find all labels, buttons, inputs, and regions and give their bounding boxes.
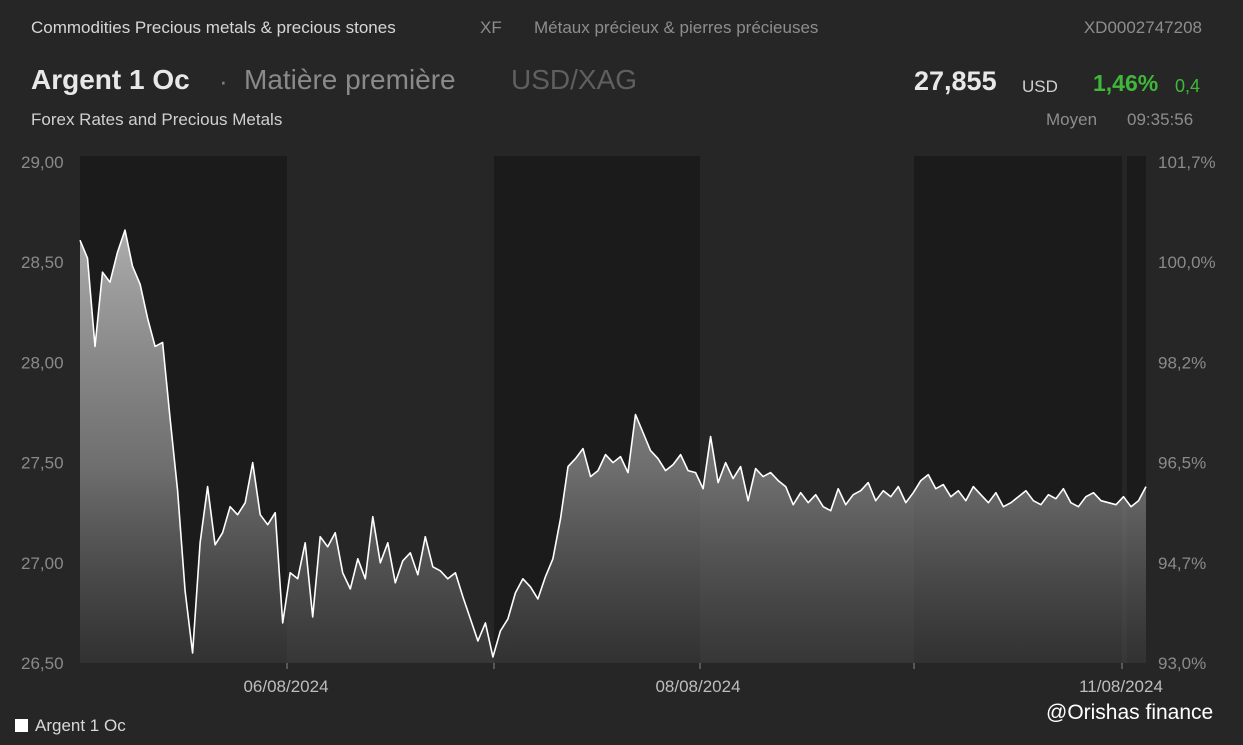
y2-tick-label: 94,7% — [1158, 554, 1206, 573]
chart-legend[interactable]: Argent 1 Oc — [15, 716, 126, 736]
x-tick-label: 11/08/2024 — [1079, 677, 1163, 696]
instrument-type: Matière première — [244, 64, 456, 95]
category-label-fr: Métaux précieux & pierres précieuses — [534, 18, 819, 37]
series-area — [80, 230, 1146, 663]
currency-pair: USD/XAG — [511, 64, 638, 95]
isin-code: XD0002747208 — [1083, 18, 1202, 37]
change-percent: 1,46% — [1093, 70, 1159, 96]
x-axis: 06/08/2024 08/08/2024 11/08/2024 — [243, 663, 1163, 696]
exchange-code: XF — [480, 18, 502, 37]
legend-swatch — [15, 719, 28, 732]
title-separator: · — [219, 66, 228, 96]
category-label: Commodities Precious metals & precious s… — [31, 18, 396, 37]
price-currency: USD — [1022, 77, 1058, 96]
y2-tick-label: 96,5% — [1158, 454, 1206, 473]
instrument-name: Argent 1 Oc — [31, 64, 190, 95]
y2-axis: 101,7% 100,0% 98,2% 96,5% 94,7% 93,0% — [1158, 153, 1216, 673]
y-tick-label: 27,50 — [21, 454, 64, 473]
y2-tick-label: 101,7% — [1158, 153, 1216, 172]
y-tick-label: 27,00 — [21, 554, 64, 573]
y2-tick-label: 98,2% — [1158, 353, 1206, 372]
market-subtitle: Forex Rates and Precious Metals — [31, 110, 283, 129]
y-tick-label: 26,50 — [21, 654, 64, 673]
plot-area — [79, 229, 1147, 663]
y2-tick-label: 100,0% — [1158, 253, 1216, 272]
y-tick-label: 29,00 — [21, 153, 64, 172]
x-tick-label: 06/08/2024 — [243, 677, 328, 696]
price-type: Moyen — [1046, 110, 1098, 129]
x-tick-label: 08/08/2024 — [655, 677, 740, 696]
legend-label: Argent 1 Oc — [35, 716, 126, 735]
quote-time: 09:35:56 — [1127, 110, 1194, 129]
y-tick-label: 28,50 — [21, 253, 64, 272]
change-absolute: 0,4 — [1175, 76, 1201, 96]
y-axis: 29,00 28,50 28,00 27,50 27,00 26,50 — [21, 153, 64, 673]
y2-tick-label: 93,0% — [1158, 654, 1206, 673]
last-price: 27,855 — [914, 66, 997, 96]
credit-text: @Orishas finance — [1046, 701, 1214, 724]
series-line — [79, 229, 1147, 658]
y-tick-label: 28,00 — [21, 353, 64, 372]
